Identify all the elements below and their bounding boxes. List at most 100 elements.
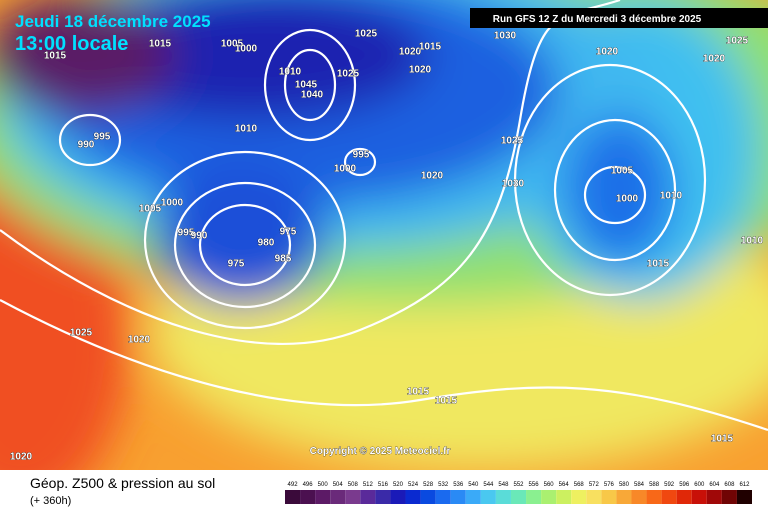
- isobar-label: 1045: [295, 80, 318, 91]
- isobar-label: 975: [280, 227, 297, 238]
- isobar-label: 990: [191, 231, 208, 242]
- colorbar-label: 512: [363, 482, 374, 488]
- isobar-label: 1010: [660, 191, 683, 202]
- colorbar-label: 584: [634, 482, 645, 488]
- isobar-label: 1015: [435, 396, 458, 407]
- colorbar-label: 604: [709, 482, 720, 488]
- colorbar-label: 608: [724, 482, 735, 488]
- isobar-label: 995: [353, 150, 370, 161]
- colorbar-swatch: [480, 490, 496, 504]
- colorbar-swatch: [405, 490, 421, 504]
- colorbar-label: 548: [498, 482, 509, 488]
- isobar-label: 1030: [502, 179, 525, 190]
- isobar-label: 1000: [235, 44, 258, 55]
- isobar-label: 1025: [70, 328, 93, 339]
- isobar-label: 1020: [399, 47, 422, 58]
- colorbar-label: 496: [303, 482, 314, 488]
- isobar-label: 1005: [139, 204, 162, 215]
- isobar-label: 1020: [596, 47, 619, 58]
- colorbar-swatch: [571, 490, 587, 504]
- isobar-label: 1020: [409, 65, 432, 76]
- isobar-label: 1015: [711, 434, 734, 445]
- colorbar-swatch: [300, 490, 316, 504]
- colorbar-swatch: [510, 490, 527, 504]
- isobar-label: 1020: [421, 171, 444, 182]
- isobar-label: 1025: [337, 69, 360, 80]
- isobar-label: 985: [275, 254, 292, 265]
- colorbar-swatch: [495, 490, 511, 504]
- isobar-label: 1005: [221, 39, 244, 50]
- colorbar-label: 540: [468, 482, 479, 488]
- forecast-date: Jeudi 18 décembre 2025: [15, 12, 211, 31]
- colorbar-swatch: [721, 490, 737, 504]
- isobar-label: 1010: [235, 124, 258, 135]
- colorbar-label: 592: [664, 482, 675, 488]
- colorbar-label: 556: [529, 482, 540, 488]
- colorbar-swatch: [676, 490, 692, 504]
- colorbar-label: 492: [288, 482, 299, 488]
- colorbar-swatch: [285, 490, 301, 504]
- isobar-label: 1030: [494, 31, 517, 42]
- colorbar-swatch: [435, 490, 451, 504]
- isobar-label: 1040: [301, 90, 324, 101]
- colorbar-label: 560: [544, 482, 555, 488]
- colorbar-swatch: [706, 490, 722, 504]
- run-box: [470, 8, 768, 28]
- colorbar-swatch: [601, 490, 617, 504]
- colorbar-label: 600: [694, 482, 705, 488]
- isobar-label: 1000: [161, 198, 184, 209]
- colorbar-swatch: [736, 490, 752, 504]
- colorbar-label: 572: [589, 482, 600, 488]
- isobar-label: 1025: [355, 29, 378, 40]
- colorbar-swatch: [586, 490, 602, 504]
- colorbar-swatch: [646, 490, 662, 504]
- isobar-label: 1020: [10, 452, 33, 463]
- isobar-label: 1015: [647, 259, 670, 270]
- isobar-label: 1015: [44, 51, 67, 62]
- colorbar-label: 568: [574, 482, 585, 488]
- colorbar-swatch: [390, 490, 406, 504]
- colorbar-swatch: [631, 490, 647, 504]
- isobar-label: 1020: [703, 54, 726, 65]
- colorbar-label: 544: [483, 482, 494, 488]
- colorbar-swatch: [345, 490, 361, 504]
- copyright: Copyright © 2025 Meteociel.fr: [310, 446, 451, 457]
- isobar-label: 1015: [407, 387, 430, 398]
- colorbar-label: 536: [453, 482, 464, 488]
- colorbar-label: 516: [378, 482, 389, 488]
- isobar-label: 1005: [611, 166, 634, 177]
- isobar-label: 1025: [501, 136, 524, 147]
- colorbar-swatch: [616, 490, 632, 504]
- colorbar-label: 508: [348, 482, 359, 488]
- isobar-label: 975: [228, 259, 245, 270]
- colorbar-swatch: [450, 490, 466, 504]
- colorbar-label: 588: [649, 482, 660, 488]
- colorbar-label: 500: [318, 482, 329, 488]
- colorbar-swatch: [526, 490, 542, 504]
- footer-lead: (+ 360h): [30, 495, 71, 507]
- isobar-label: 990: [78, 140, 95, 151]
- colorbar-swatch: [465, 490, 481, 504]
- isobar-label: 1010: [279, 67, 302, 78]
- footer-title: Géop. Z500 & pression au sol: [30, 475, 215, 491]
- colorbar-swatch: [330, 490, 346, 504]
- colorbar-label: 580: [619, 482, 630, 488]
- isobar-label: 1015: [149, 39, 172, 50]
- isobar-label: 995: [94, 132, 111, 143]
- isobar-label: 995: [178, 228, 195, 239]
- colorbar-label: 520: [393, 482, 404, 488]
- colorbar-swatch: [375, 490, 391, 504]
- colorbar-label: 532: [438, 482, 449, 488]
- forecast-time: 13:00 locale: [15, 33, 128, 55]
- colorbar-swatch: [541, 490, 557, 504]
- colorbar-label: 612: [739, 482, 750, 488]
- colorbar-label: 576: [604, 482, 615, 488]
- colorbar-swatch: [315, 490, 331, 504]
- isobar-label: 980: [258, 238, 275, 249]
- isobar-label: 1000: [334, 164, 357, 175]
- colorbar-swatch: [691, 490, 707, 504]
- isobar-label: 1025: [726, 36, 749, 47]
